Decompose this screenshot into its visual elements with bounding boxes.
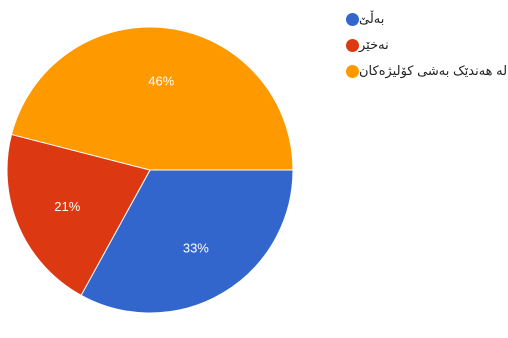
pie-slice-no[interactable] (6, 133, 151, 296)
legend-item-yes[interactable]: بەڵێ (340, 6, 508, 32)
pie-chart: 33% 21% 46% (6, 26, 294, 314)
pie-slice-some-colleges[interactable] (10, 26, 294, 171)
slice-label-some-colleges: 46% (148, 74, 174, 89)
legend-item-some-colleges[interactable]: لە هەندێک بەشی کۆلیژەکان (340, 58, 508, 84)
legend-item-no[interactable]: نەخێر (340, 32, 508, 58)
legend-label-yes: بەڵێ (359, 11, 385, 26)
legend-label-no: نەخێر (359, 37, 389, 52)
legend-label-some-colleges: لە هەندێک بەشی کۆلیژەکان (359, 63, 508, 78)
legend-swatch-yes (346, 12, 359, 26)
legend-swatch-no (346, 38, 359, 52)
slice-label-yes: 33% (183, 241, 209, 256)
slice-label-no: 21% (54, 199, 80, 214)
pie-slice-yes[interactable] (80, 169, 294, 314)
legend-swatch-some-colleges (346, 64, 359, 78)
legend: بەڵێ نەخێر لە هەندێک بەشی کۆلیژەکان (340, 6, 508, 84)
